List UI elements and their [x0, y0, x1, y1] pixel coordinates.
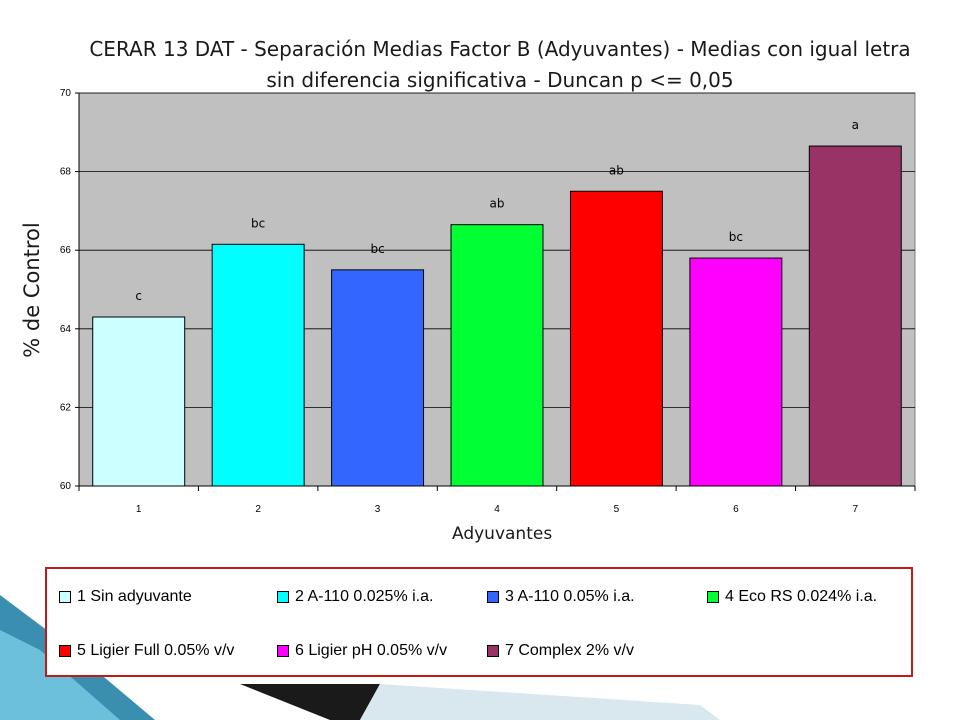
bar-chart: 60 62 64 66 68 70 c 1 bc 2 bc 3 ab 4 ab 5 bc 6 a 7	[60, 88, 916, 515]
y-tick-label: 62	[60, 402, 72, 413]
bottom-stripe-light	[360, 684, 720, 720]
significance-letter-7: a	[852, 118, 859, 132]
significance-letter-6: bc	[729, 230, 743, 244]
bottom-stripe-dark	[240, 684, 380, 720]
bar-6	[689, 257, 783, 487]
x-tick-label: 3	[375, 504, 381, 515]
legend-item-3: 3 A-110 0.05% i.a.	[487, 588, 635, 606]
bar-5	[569, 190, 663, 487]
significance-letter-1: c	[135, 289, 142, 303]
legend-swatch	[59, 591, 71, 603]
legend: 1 Sin adyuvante 2 A-110 0.025% i.a. 3 A-11…	[45, 567, 913, 677]
legend-item-4: 4 Eco RS 0.024% i.a.	[707, 588, 877, 606]
legend-item-1: 1 Sin adyuvante	[59, 588, 192, 606]
x-tick-label: 5	[614, 504, 620, 515]
x-tick-label: 4	[494, 504, 500, 515]
x-axis-label: Adyuvantes	[452, 524, 553, 544]
legend-item-2: 2 A-110 0.025% i.a.	[277, 588, 433, 606]
x-tick-label: 2	[255, 504, 261, 515]
y-tick-label: 68	[60, 167, 72, 178]
legend-label: 2 A-110 0.025% i.a.	[295, 588, 434, 605]
legend-label: 1 Sin adyuvante	[77, 588, 192, 605]
chart-title: CERAR 13 DAT - Separación Medias Factor …	[89, 37, 911, 92]
legend-swatch	[277, 591, 289, 603]
bar-7	[808, 145, 902, 487]
y-axis-label: % de Control	[20, 222, 44, 358]
legend-item-5: 5 Ligier Full 0.05% v/v	[59, 642, 234, 660]
y-tick-label: 70	[60, 88, 72, 99]
legend-swatch	[487, 591, 499, 603]
y-tick-label: 60	[60, 481, 72, 492]
legend-item-7: 7 Complex 2% v/v	[487, 642, 634, 660]
legend-swatch	[277, 645, 289, 657]
significance-letter-4: ab	[490, 197, 505, 211]
x-tick-label: 7	[853, 504, 859, 515]
significance-letter-3: bc	[370, 242, 384, 256]
bar-1	[92, 316, 186, 487]
x-tick-label: 1	[136, 504, 142, 515]
y-tick-label: 64	[60, 324, 72, 335]
bar-2	[211, 243, 305, 487]
legend-label: 6 Ligier pH 0.05% v/v	[295, 642, 448, 659]
significance-letter-5: ab	[609, 163, 624, 177]
legend-label: 7 Complex 2% v/v	[505, 642, 634, 659]
bar-4	[450, 224, 544, 487]
y-tick-label: 66	[60, 245, 72, 256]
significance-letter-2: bc	[251, 216, 265, 230]
legend-swatch	[487, 645, 499, 657]
legend-swatch	[59, 645, 71, 657]
bar-3	[331, 269, 425, 487]
x-tick-label: 6	[733, 504, 739, 515]
legend-label: 3 A-110 0.05% i.a.	[505, 588, 635, 605]
legend-label: 4 Eco RS 0.024% i.a.	[725, 588, 878, 605]
legend-label: 5 Ligier Full 0.05% v/v	[77, 642, 235, 659]
legend-swatch	[707, 591, 719, 603]
legend-item-6: 6 Ligier pH 0.05% v/v	[277, 642, 447, 660]
